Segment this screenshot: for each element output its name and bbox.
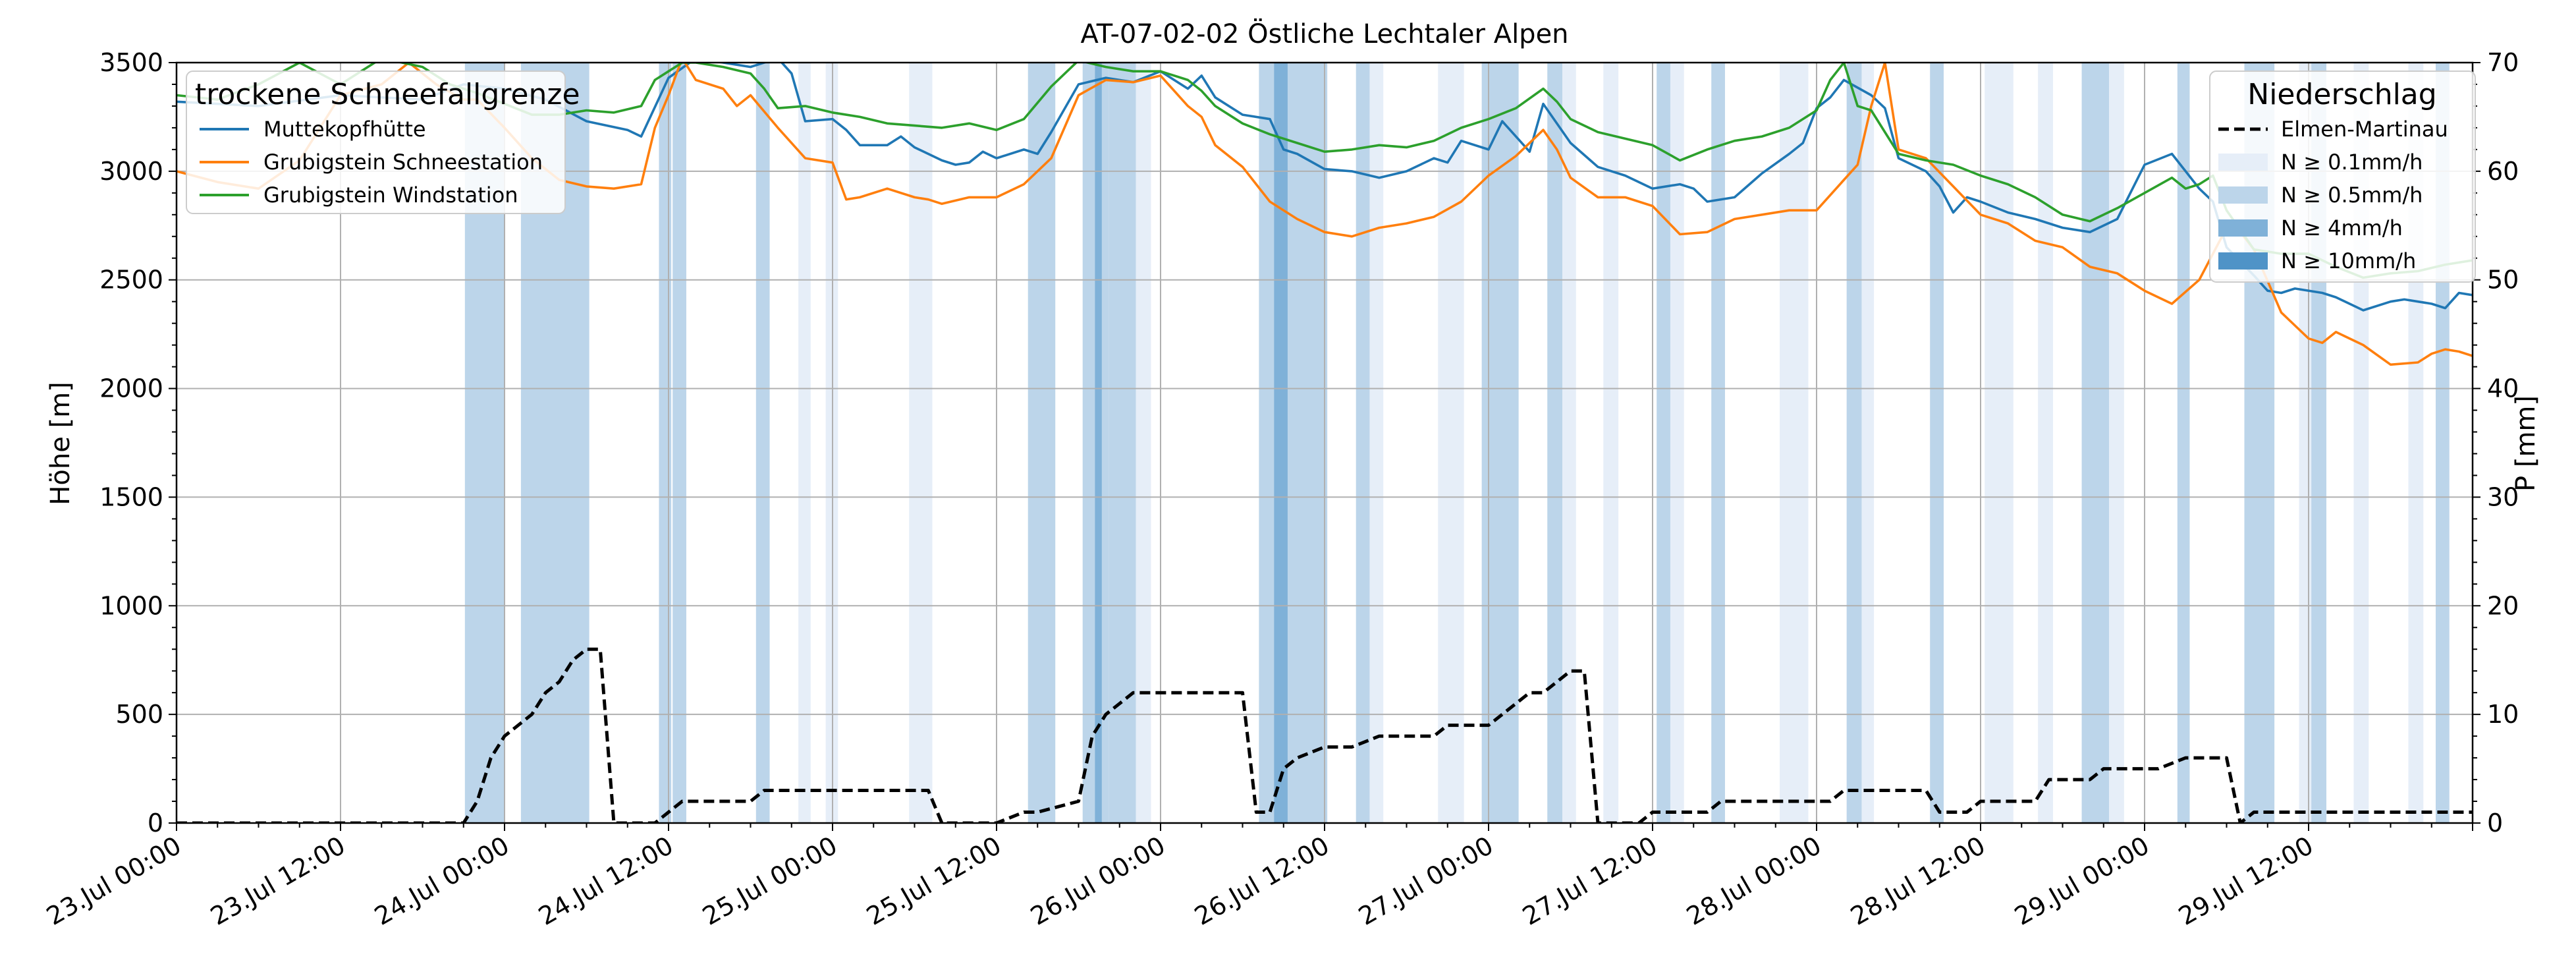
precip-band <box>659 63 672 823</box>
precip-band <box>798 63 811 823</box>
legend-swatch-precip-4 <box>2218 219 2268 237</box>
precip-band <box>2109 63 2124 823</box>
legend-label-windstation: Grubigstein Windstation <box>263 183 518 208</box>
precip-band <box>1670 63 1684 823</box>
y2-axis-title: P [mm] <box>2511 395 2541 492</box>
legend-label-schneestation: Grubigstein Schneestation <box>263 150 543 175</box>
precip-band <box>755 63 770 823</box>
y-axis-title: Höhe [m] <box>45 382 76 505</box>
legend-label-precip-4: N ≥ 4mm/h <box>2281 215 2403 241</box>
legend-left: trockene Schneefallgrenze Muttekopfhütte… <box>186 71 580 214</box>
legend-label-muttekopfhuette: Muttekopfhütte <box>263 117 426 142</box>
legend-swatch-precip-10 <box>2218 252 2268 270</box>
y-tick-label: 500 <box>115 700 163 729</box>
y-tick-label: 3500 <box>99 48 163 77</box>
legend-swatch-precip-01 <box>2218 154 2268 171</box>
precip-band <box>1136 63 1151 823</box>
precip-band <box>1109 63 1136 823</box>
y-tick-label: 2000 <box>99 374 163 403</box>
precip-band <box>1095 63 1102 823</box>
precip-band <box>672 63 686 823</box>
precip-band <box>1438 63 1464 823</box>
precip-band <box>1547 63 1563 823</box>
legend-label-precip-05: N ≥ 0.5mm/h <box>2281 183 2423 208</box>
series-line-elmen-martinau <box>177 647 2473 823</box>
series-line-muttekopfh-tte <box>177 63 2473 312</box>
precip-band <box>1861 63 1875 823</box>
precip-band <box>909 63 933 823</box>
precip-band <box>1562 63 1576 823</box>
precip-band <box>1930 63 1944 823</box>
precip-band <box>2177 63 2190 823</box>
legend-swatch-precip-05 <box>2218 186 2268 204</box>
precip-band <box>2038 63 2053 823</box>
legend-right: Niederschlag Elmen-Martinau N ≥ 0.1mm/h … <box>2209 71 2476 283</box>
precip-band <box>1356 63 1370 823</box>
precip-band <box>825 63 838 823</box>
axes <box>169 61 2480 831</box>
precip-band <box>1657 63 1670 823</box>
precip-band <box>1259 63 1274 823</box>
y-tick-label: 1000 <box>99 591 163 620</box>
y2-tick-label: 60 <box>2487 157 2519 186</box>
precip-band <box>2081 63 2110 823</box>
y2-tick-label: 10 <box>2487 700 2519 729</box>
precip-band <box>1287 63 1328 823</box>
precip-band <box>1274 63 1288 823</box>
precip-band <box>1481 63 1519 823</box>
y-tick-label: 2500 <box>99 266 163 295</box>
chart-title: AT-07-02-02 Östliche Lechtaler Alpen <box>1080 18 1568 49</box>
series-lines <box>177 63 2473 823</box>
y-tick-label: 3000 <box>99 157 163 186</box>
y2-tick-label: 20 <box>2487 591 2519 620</box>
legend-label-precip-01: N ≥ 0.1mm/h <box>2281 150 2423 175</box>
precip-band <box>1779 63 1809 823</box>
legend-label-precip-10: N ≥ 10mm/h <box>2281 248 2416 273</box>
legend-label-elmen-martinau: Elmen-Martinau <box>2281 117 2448 142</box>
y2-tick-label: 0 <box>2487 809 2503 838</box>
y2-tick-label: 40 <box>2487 374 2519 403</box>
series-line-grubigstein-windstation <box>177 63 2473 279</box>
precip-band <box>1846 63 1862 823</box>
precip-band <box>1369 63 1384 823</box>
series-line-grubigstein-schneestation <box>177 63 2473 366</box>
precip-band <box>1028 63 1056 823</box>
precip-band <box>1603 63 1619 823</box>
precip-band <box>1985 63 2014 823</box>
legend-right-title: Niederschlag <box>2247 78 2436 111</box>
y-tick-label: 0 <box>148 809 163 838</box>
precip-band <box>1711 63 1725 823</box>
y2-tick-label: 30 <box>2487 482 2519 511</box>
y-tick-label: 1500 <box>99 482 163 511</box>
y2-tick-label: 50 <box>2487 266 2519 295</box>
legend-left-title: trockene Schneefallgrenze <box>195 78 580 111</box>
y2-tick-label: 70 <box>2487 48 2519 77</box>
